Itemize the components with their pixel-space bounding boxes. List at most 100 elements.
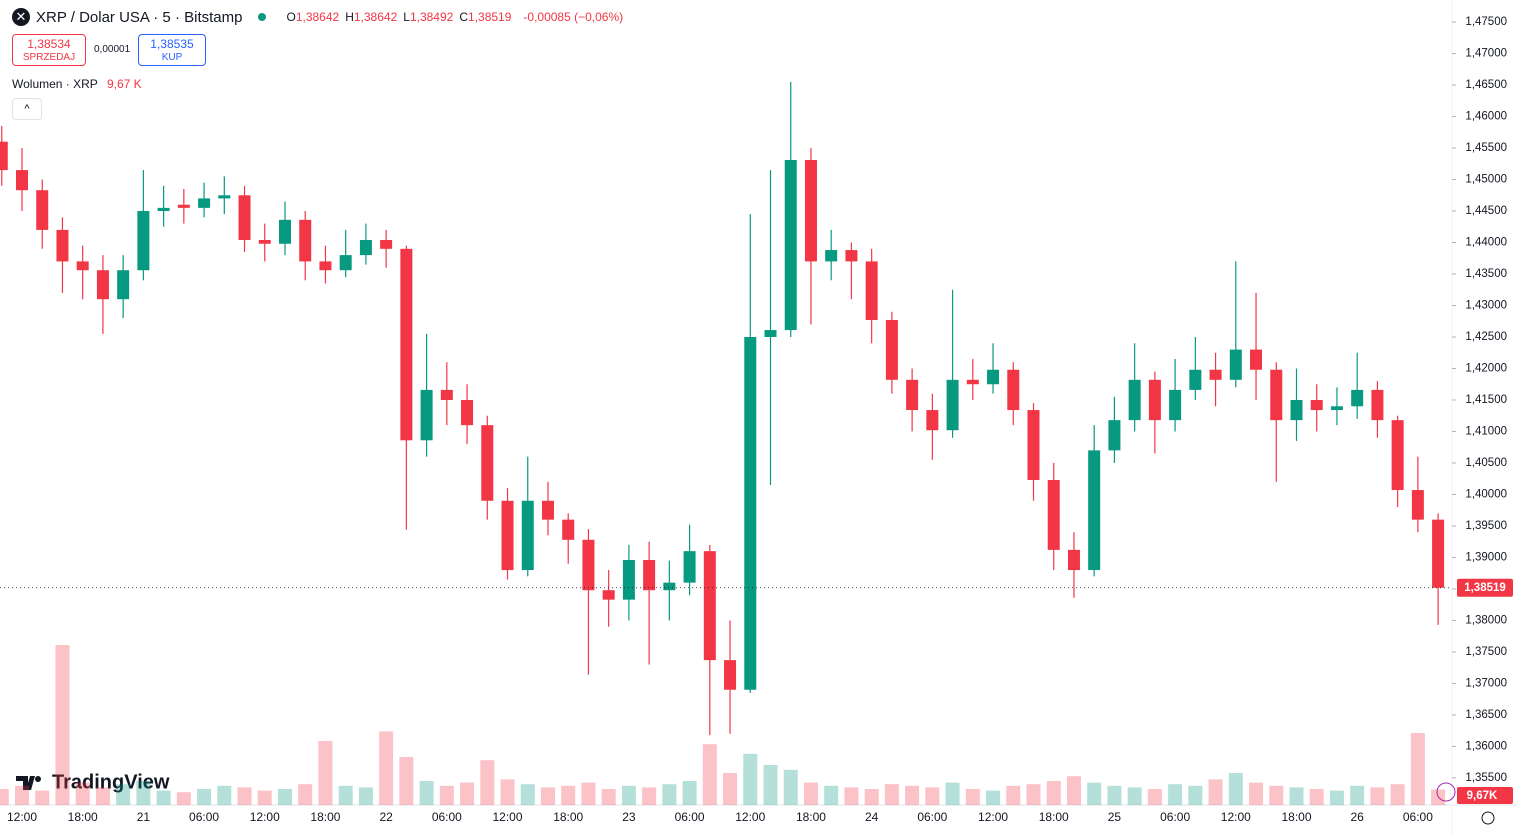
volume-bar <box>1329 790 1344 805</box>
volume-bar <box>419 781 434 805</box>
volume-bar <box>1127 787 1142 805</box>
x-tick-label: 18:00 <box>553 810 583 824</box>
sell-button[interactable]: 1,38534 SPRZEDAJ <box>12 34 86 66</box>
y-tick-label: 1,37500 <box>1465 646 1507 658</box>
volume-bar <box>864 789 879 805</box>
y-tick-label: 1,40000 <box>1465 488 1507 500</box>
candle-body <box>804 159 817 262</box>
candle-body <box>1169 389 1182 421</box>
volume-bar <box>763 765 778 805</box>
volume-bar <box>500 779 515 805</box>
volume-bar <box>965 789 980 805</box>
volume-bar <box>884 784 899 805</box>
buy-button[interactable]: 1,38535 KUP <box>138 34 206 66</box>
ohlc: O1,38642 H1,38642 L1,38492 C1,38519 <box>286 10 517 24</box>
volume-bar <box>217 785 232 805</box>
volume-bar <box>803 782 818 805</box>
x-tick-label: 06:00 <box>189 810 219 824</box>
volume-value: 9,67 K <box>106 77 142 91</box>
x-tick-label: 18:00 <box>310 810 340 824</box>
ohlc-value: 1,38492 <box>409 10 454 24</box>
y-tick-label: 1,37000 <box>1465 677 1507 689</box>
volume-bar <box>460 782 475 805</box>
volume-bar <box>682 781 697 805</box>
y-tick-label: 1,47500 <box>1465 16 1507 28</box>
last-price-label: 1,38519 <box>1464 582 1506 594</box>
volume-bar <box>783 769 798 805</box>
volume-bar <box>520 784 535 805</box>
volume-bar <box>1147 789 1162 805</box>
y-tick-label: 1,42000 <box>1465 363 1507 375</box>
symbol-title[interactable]: XRP / Dolar USA · 5 · Bitstamp <box>36 8 243 26</box>
y-tick-label: 1,45000 <box>1465 174 1507 186</box>
ohlc-value: 1,38642 <box>353 10 398 24</box>
y-tick-label: 1,39000 <box>1465 551 1507 563</box>
volume-bar <box>399 757 414 805</box>
y-tick-label: 1,39500 <box>1465 520 1507 532</box>
volume-bar <box>905 785 920 805</box>
candle-body <box>1290 399 1303 421</box>
collapse-button[interactable]: ^ <box>12 98 42 120</box>
candle-body <box>339 255 352 271</box>
candle-body <box>299 219 312 262</box>
candle-body <box>0 141 8 171</box>
ohlc-key: C <box>459 10 469 24</box>
settings-icon[interactable] <box>1481 811 1495 825</box>
volume-bar <box>844 787 859 805</box>
candle-body <box>1351 389 1364 407</box>
candle-body <box>966 379 979 385</box>
ohlc-key: O <box>286 10 296 24</box>
candle-body <box>582 539 595 591</box>
x-tick-label: 26 <box>1351 810 1365 824</box>
volume-bar <box>662 784 677 805</box>
last-price-badge <box>1457 578 1513 597</box>
y-tick-label: 1,43500 <box>1465 268 1507 280</box>
y-tick-label: 1,42500 <box>1465 331 1507 343</box>
volume-bar <box>35 790 50 805</box>
volume-bar <box>1249 782 1264 805</box>
volume-bar <box>1390 784 1405 805</box>
volume-bar <box>642 787 657 805</box>
y-tick-label: 1,47000 <box>1465 48 1507 60</box>
candle-body <box>764 330 777 337</box>
candle-body <box>16 170 28 191</box>
candle-body <box>461 399 474 426</box>
volume-bar <box>601 789 616 805</box>
candle-body <box>481 425 494 501</box>
sell-label: SPRZEDAJ <box>22 52 76 63</box>
volume-bar <box>1431 789 1446 805</box>
volume-bar <box>1046 781 1061 805</box>
volume-bar <box>379 731 394 805</box>
candle-body <box>1411 490 1424 520</box>
buy-label: KUP <box>161 52 183 63</box>
candle-body <box>501 500 514 571</box>
candle-body <box>238 195 251 240</box>
header: ✕ XRP / Dolar USA · 5 · Bitstamp O1,3864… <box>12 8 623 26</box>
candle-body <box>784 159 797 331</box>
volume-bar <box>95 787 110 805</box>
volume-bar <box>1269 785 1284 805</box>
volume-legend: Wolumen · XRP 9,67 K <box>12 77 142 91</box>
volume-bar <box>1168 784 1183 805</box>
volume-bar <box>1228 773 1243 805</box>
x-tick-label: 24 <box>865 810 879 824</box>
candle-body <box>987 369 1000 385</box>
candle-body <box>420 389 433 441</box>
volume-bar <box>257 790 272 805</box>
volume-bar <box>237 787 252 805</box>
volume-bar <box>1370 787 1385 805</box>
candle-body <box>76 261 89 271</box>
volume-bar <box>1107 785 1122 805</box>
y-tick-label: 1,36500 <box>1465 709 1507 721</box>
status-dot <box>258 13 267 21</box>
volume-bar <box>1350 785 1365 805</box>
y-tick-label: 1,43000 <box>1465 300 1507 312</box>
volume-bar <box>824 785 839 805</box>
candle-body <box>521 500 534 571</box>
alert-icon[interactable] <box>1436 782 1456 802</box>
candle-body <box>885 319 898 380</box>
y-tick-label: 1,41500 <box>1465 394 1507 406</box>
ohlc-value: 1,38642 <box>295 10 340 24</box>
x-tick-label: 12:00 <box>493 810 523 824</box>
y-tick-label: 1,46000 <box>1465 111 1507 123</box>
